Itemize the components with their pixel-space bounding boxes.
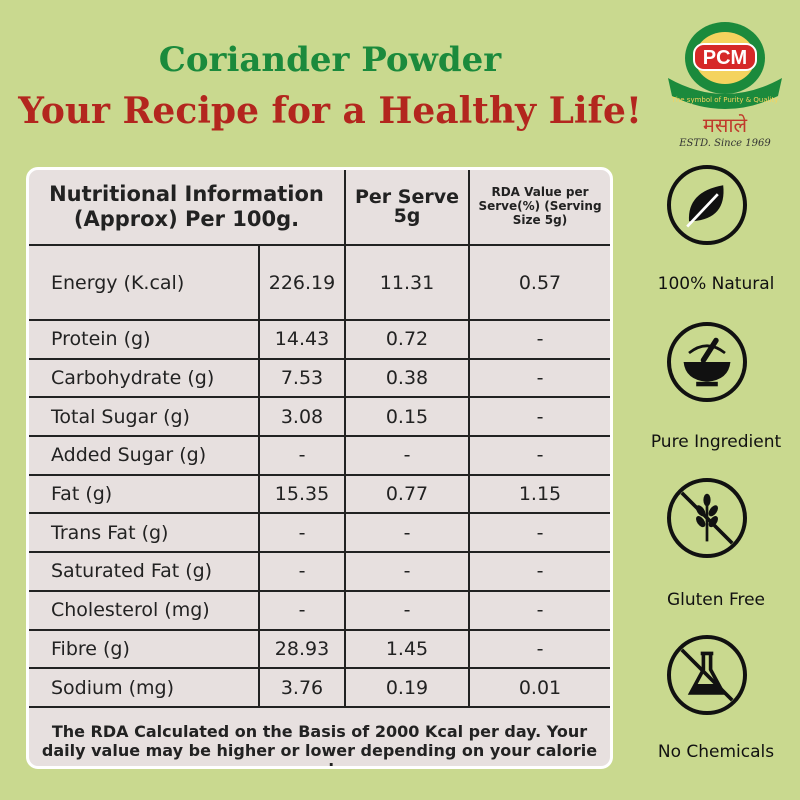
per-100g-value: - bbox=[258, 551, 346, 592]
feature-label: 100% Natural bbox=[657, 274, 775, 294]
table-row: Carbohydrate (g) 7.53 0.38- bbox=[29, 357, 610, 399]
per-100g-value: - bbox=[258, 512, 346, 554]
rda-value: - bbox=[468, 589, 610, 631]
table-row: Fat (g) 15.35 0.77 1.15 bbox=[29, 473, 610, 515]
table-row: Sodium (mg) 3.76 0.19 0.01 bbox=[29, 667, 610, 708]
table-row: Trans Fat (g) - - - bbox=[29, 512, 610, 554]
per-serve-value: 0.72 bbox=[344, 319, 470, 360]
table-row: Saturated Fat (g) - - - bbox=[29, 551, 610, 592]
per-100g-value: 3.08 bbox=[258, 396, 346, 438]
per-100g-value: - bbox=[258, 589, 346, 631]
rda-value: - bbox=[468, 357, 610, 399]
per-100g-value: 7.53 bbox=[258, 357, 346, 399]
no-wheat-icon bbox=[667, 478, 747, 558]
nutrient-name: Added Sugar (g) bbox=[29, 435, 260, 476]
per-serve-value: 0.38 bbox=[344, 357, 470, 399]
mortar-pestle-icon bbox=[667, 322, 747, 402]
svg-text:PCM: PCM bbox=[703, 47, 747, 69]
per-serve-value: 11.31 bbox=[344, 245, 470, 321]
per-100g-value: 14.43 bbox=[258, 319, 346, 360]
per-serve-value: 0.19 bbox=[344, 667, 470, 708]
table-header-row: Nutritional Information (Approx) Per 100… bbox=[29, 170, 610, 246]
nutrient-name: Carbohydrate (g) bbox=[29, 357, 260, 399]
rda-value: 0.01 bbox=[468, 667, 610, 708]
rda-footnote: The RDA Calculated on the Basis of 2000 … bbox=[41, 721, 598, 766]
nutrient-name: Energy (K.cal) bbox=[29, 245, 260, 321]
rda-value: - bbox=[468, 512, 610, 554]
brand-logo: PCM The symbol of Purity & Quality मसाले… bbox=[660, 10, 790, 150]
nutrient-name: Saturated Fat (g) bbox=[29, 551, 260, 592]
feature-label: No Chemicals bbox=[657, 742, 775, 762]
rda-value: - bbox=[468, 319, 610, 360]
per-serve-value: - bbox=[344, 589, 470, 631]
per-100g-value: 3.76 bbox=[258, 667, 346, 708]
header-nutrition: Nutritional Information (Approx) Per 100… bbox=[29, 170, 346, 246]
nutrient-name: Trans Fat (g) bbox=[29, 512, 260, 554]
nutrition-table: Nutritional Information (Approx) Per 100… bbox=[26, 167, 613, 769]
feature-label: Pure Ingredient bbox=[650, 432, 782, 452]
rda-value: - bbox=[468, 628, 610, 670]
table-row: Energy (K.cal) 226.19 11.31 0.57 bbox=[29, 245, 610, 321]
nutrient-name: Fibre (g) bbox=[29, 628, 260, 670]
per-serve-value: 1.45 bbox=[344, 628, 470, 670]
no-chemicals-flask-icon bbox=[667, 635, 747, 715]
nutrient-name: Fat (g) bbox=[29, 473, 260, 515]
per-100g-value: 28.93 bbox=[258, 628, 346, 670]
rda-value: - bbox=[468, 551, 610, 592]
svg-text:ESTD. Since 1969: ESTD. Since 1969 bbox=[678, 138, 771, 149]
per-serve-value: - bbox=[344, 512, 470, 554]
table-row: Protein (g) 14.43 0.72- bbox=[29, 319, 610, 360]
header-per-serve: Per Serve 5g bbox=[344, 170, 470, 246]
nutrient-name: Total Sugar (g) bbox=[29, 396, 260, 438]
table-row: Fibre (g) 28.93 1.45- bbox=[29, 628, 610, 670]
per-100g-value: - bbox=[258, 435, 346, 476]
nutrient-name: Protein (g) bbox=[29, 319, 260, 360]
rda-value: - bbox=[468, 435, 610, 476]
svg-text:The symbol of Purity & Quality: The symbol of Purity & Quality bbox=[671, 96, 779, 104]
feature-label: Gluten Free bbox=[666, 590, 766, 610]
product-title: Coriander Powder bbox=[158, 40, 502, 80]
rda-value: 0.57 bbox=[468, 245, 610, 321]
nutrient-name: Sodium (mg) bbox=[29, 667, 260, 708]
leaf-icon bbox=[667, 165, 747, 245]
per-100g-value: 226.19 bbox=[258, 245, 346, 321]
svg-text:मसाले: मसाले bbox=[703, 113, 748, 137]
per-serve-value: 0.77 bbox=[344, 473, 470, 515]
tagline: Your Recipe for a Healthy Life! bbox=[18, 90, 642, 132]
table-row: Cholesterol (mg) - - - bbox=[29, 589, 610, 631]
per-serve-value: 0.15 bbox=[344, 396, 470, 438]
per-100g-value: 15.35 bbox=[258, 473, 346, 515]
table-row: Added Sugar (g) - - - bbox=[29, 435, 610, 476]
rda-value: - bbox=[468, 396, 610, 438]
table-row: Total Sugar (g) 3.08 0.15- bbox=[29, 396, 610, 438]
per-serve-value: - bbox=[344, 551, 470, 592]
rda-value: 1.15 bbox=[468, 473, 610, 515]
per-serve-value: - bbox=[344, 435, 470, 476]
header-rda: RDA Value per Serve(%) (Serving Size 5g) bbox=[468, 170, 610, 246]
nutrient-name: Cholesterol (mg) bbox=[29, 589, 260, 631]
